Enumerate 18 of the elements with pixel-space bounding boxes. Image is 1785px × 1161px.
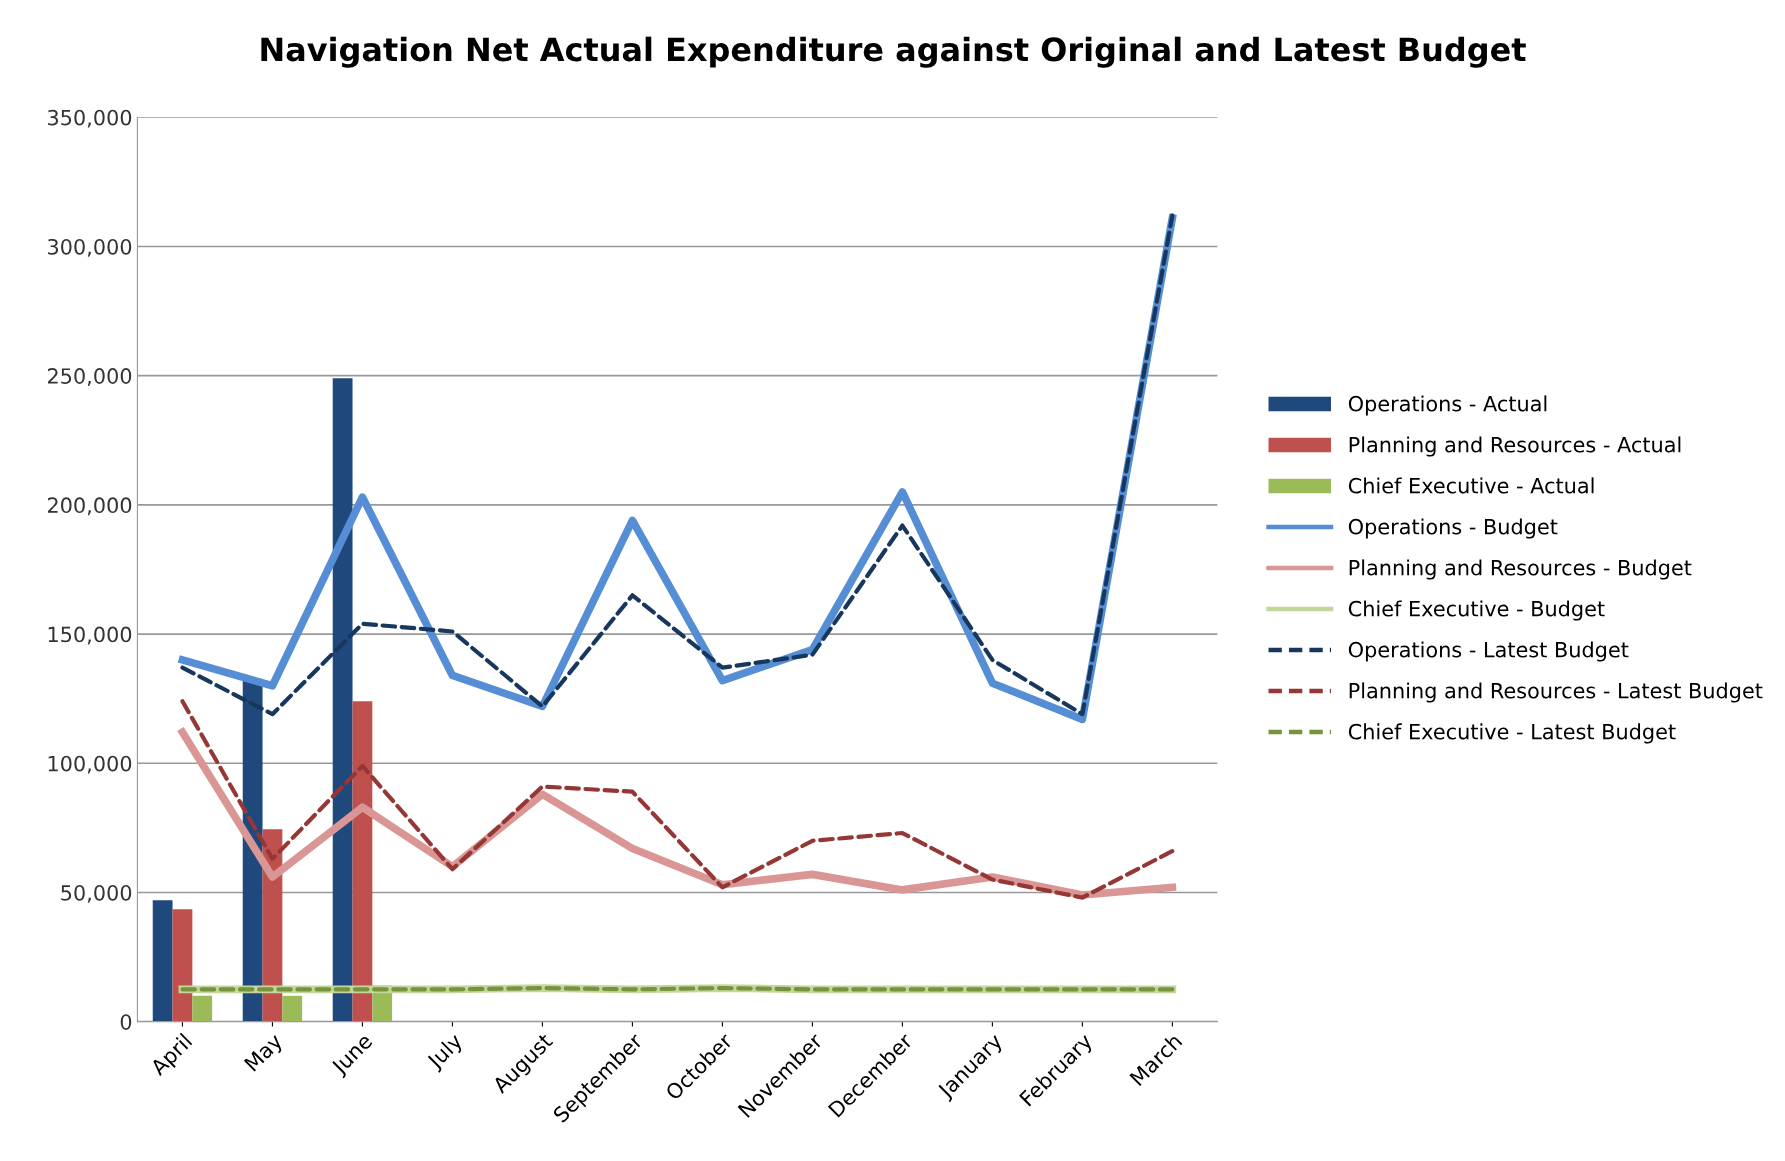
y-tick-label: 300,000 xyxy=(48,238,132,257)
legend-label: Planning and Resources - Actual xyxy=(1349,436,1681,457)
y-tick-label: 150,000 xyxy=(48,626,132,645)
y-tick-label: 250,000 xyxy=(47,368,132,386)
legend-label: Planning and Resources - Budget xyxy=(1349,559,1692,580)
legend-label: Chief Executive - Budget xyxy=(1348,600,1605,621)
chart-title: Navigation Net Actual Expenditure against Original and Latest Budget xyxy=(261,36,1526,68)
legend-label: Operations - Latest Budget xyxy=(1348,641,1629,662)
legend-label: Planning and Resources - Latest Budget xyxy=(1349,682,1763,703)
y-tick-label: 100,000 xyxy=(48,755,132,774)
y-tick-label: 200,000 xyxy=(47,497,132,516)
y-tick-label: 350,000 xyxy=(48,109,132,128)
legend-label: Operations - Budget xyxy=(1348,518,1558,539)
y-tick-label: 0 xyxy=(120,1014,132,1030)
legend-label: Operations - Actual xyxy=(1348,395,1547,416)
y-tick-label: 50,000 xyxy=(61,884,132,903)
legend-label: Chief Executive - Actual xyxy=(1348,477,1594,494)
legend-label: Chief Executive - Latest Budget xyxy=(1348,723,1676,744)
